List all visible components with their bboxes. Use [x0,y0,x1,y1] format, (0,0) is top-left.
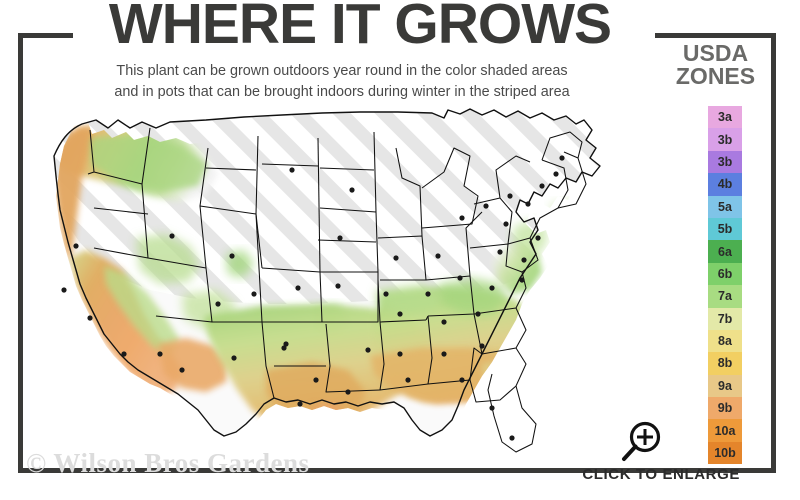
legend-title-line-2: ZONES [675,63,756,89]
zone-swatch-9b-13[interactable]: 9b [708,397,742,420]
usda-zone-map[interactable] [30,108,650,460]
zone-swatch-10a-14[interactable]: 10a [708,419,742,442]
zone-swatch-8a-10[interactable]: 8a [708,329,742,353]
zone-swatch-4b-3[interactable]: 4b [708,173,742,196]
frame-border-bottom [18,468,776,473]
frame-border-right [771,33,776,473]
zone-swatch-5b-5[interactable]: 5b [708,217,742,241]
usda-zone-legend-swatches[interactable]: 3a 3b 3b 4b 5a 5b 6a 6b 7a 7b 8a 8b 9a 9b 10a 10b [708,106,742,465]
click-to-enlarge-label[interactable]: CLICK TO ENLARGE [582,466,740,483]
zone-swatch-3a-0[interactable]: 3a [708,106,742,129]
page-subtitle: This plant can be grown outdoors year ro… [42,61,642,103]
legend-title-line-1: USDA [682,40,749,66]
frame-border-top-left [18,33,73,38]
zone-swatch-6a-6[interactable]: 6a [708,240,742,263]
zone-swatch-3b-1[interactable]: 3b [708,128,742,151]
zone-swatch-7b-9[interactable]: 7b [708,307,742,330]
magnifier-plus-icon[interactable] [618,418,666,466]
zone-swatch-8b-11[interactable]: 8b [708,352,742,375]
map-city-dots [61,155,565,441]
zone-swatch-5a-4[interactable]: 5a [708,195,742,218]
subtitle-line-1: This plant can be grown outdoors year ro… [116,63,568,79]
frame-border-top-right [655,33,776,38]
frame-border-left [18,33,23,473]
watermark-credit: © Wilson Bros Gardens [26,448,310,478]
zone-swatch-7a-8[interactable]: 7a [708,285,742,308]
subtitle-line-2: and in pots that can be brought indoors … [114,83,570,100]
zone-swatch-3b-2[interactable]: 3b [708,150,742,174]
legend-title: USDA ZONES [655,42,776,88]
zone-swatch-6b-7[interactable]: 6b [708,262,742,286]
zone-swatch-10b-15[interactable]: 10b [708,441,742,465]
zone-swatch-9a-12[interactable]: 9a [708,374,742,398]
page-title: WHERE IT GROWS [108,0,612,56]
